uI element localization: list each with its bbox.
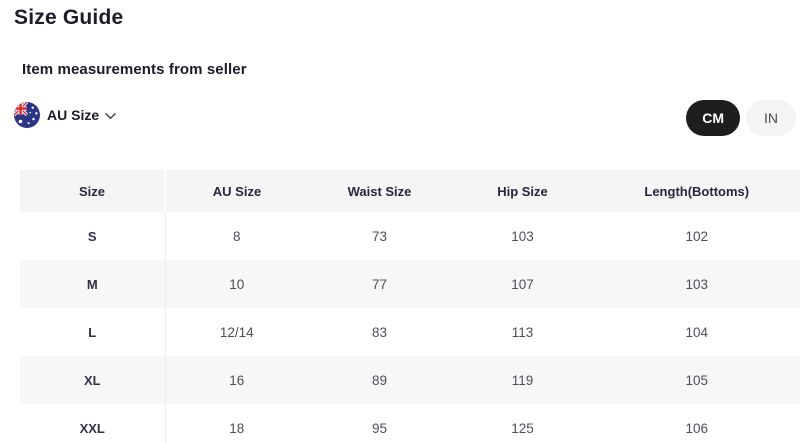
measurement-cell: 83 (308, 308, 451, 356)
page-title: Size Guide (14, 6, 124, 29)
measurement-cell: 18 (165, 404, 308, 443)
table-row: XXL 18 95 125 106 (20, 404, 800, 443)
section-heading: Item measurements from seller (22, 61, 247, 78)
measurement-cell: 10 (165, 260, 308, 308)
measurement-cell: 8 (165, 212, 308, 260)
measurement-cell: 77 (308, 260, 451, 308)
measurement-cell: 73 (308, 212, 451, 260)
measurement-cell: 103 (451, 212, 594, 260)
column-header: Size (20, 170, 166, 212)
measurement-cell: 107 (451, 260, 594, 308)
chevron-down-icon (105, 112, 116, 120)
measurement-cell: 102 (594, 212, 800, 260)
measurement-cell: 89 (308, 356, 451, 404)
measurement-cell: 104 (594, 308, 800, 356)
size-cell: M (20, 260, 166, 308)
table-row: M 10 77 107 103 (20, 260, 800, 308)
unit-toggle: CM IN (686, 100, 796, 136)
size-cell: S (20, 212, 166, 260)
measurement-cell: 113 (451, 308, 594, 356)
table-body: S 8 73 103 102 M 10 77 107 103 L 12/14 83 113 104 XL 16 8… (20, 212, 800, 443)
measurement-cell: 125 (451, 404, 594, 443)
table-row: S 8 73 103 102 (20, 212, 800, 260)
measurement-cell: 119 (451, 356, 594, 404)
region-size-dropdown[interactable]: AU Size (14, 101, 116, 129)
measurement-cell: 95 (308, 404, 451, 443)
unit-cm-button[interactable]: CM (686, 100, 740, 136)
region-size-label: AU Size (47, 107, 100, 123)
size-table: Size AU Size Waist Size Hip Size Length(Bott… (20, 170, 800, 443)
au-flag-icon (14, 102, 40, 128)
column-header: Waist Size (308, 170, 451, 212)
column-header: Length(Bottoms) (594, 170, 800, 212)
size-cell: L (20, 308, 166, 356)
measurement-cell: 12/14 (165, 308, 308, 356)
measurement-cell: 106 (594, 404, 800, 443)
column-header: AU Size (165, 170, 308, 212)
table-row: XL 16 89 119 105 (20, 356, 800, 404)
measurement-cell: 16 (165, 356, 308, 404)
unit-in-button[interactable]: IN (746, 100, 796, 136)
size-cell: XXL (20, 404, 166, 443)
column-header: Hip Size (451, 170, 594, 212)
table-row: L 12/14 83 113 104 (20, 308, 800, 356)
table-header-row: Size AU Size Waist Size Hip Size Length(Bott… (20, 170, 800, 212)
measurement-cell: 105 (594, 356, 800, 404)
measurement-cell: 103 (594, 260, 800, 308)
size-cell: XL (20, 356, 166, 404)
